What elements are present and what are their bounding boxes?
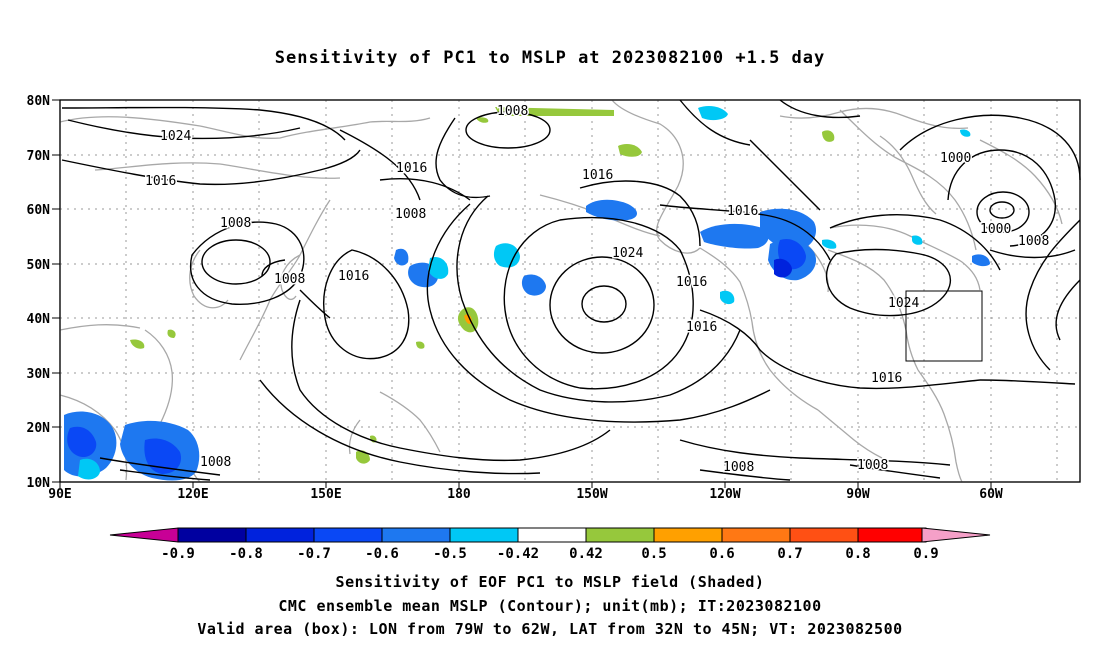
longitude-axis: 90E 120E 150E 180 150W 120W 90W 60W <box>48 487 1003 502</box>
contour-label: 1008 <box>497 104 528 119</box>
contour-label: 1008 <box>220 216 251 231</box>
shade-negative-patch <box>822 239 837 249</box>
shade-positive-patch <box>822 130 835 142</box>
contour-label: 1008 <box>1018 234 1049 249</box>
contour-label: 1016 <box>396 161 427 176</box>
lat-label: 50N <box>27 258 51 273</box>
colorbar-low-cap <box>109 527 179 543</box>
contour-label: 1016 <box>871 371 902 386</box>
lon-label: 60W <box>979 487 1003 502</box>
lon-label: 90E <box>48 487 71 502</box>
colorbar-cell <box>245 527 315 543</box>
colorbar-label: -0.9 <box>161 546 195 562</box>
shade-positive-patch <box>476 117 489 123</box>
contour-label: 1016 <box>727 204 758 219</box>
colorbar-label: 0.8 <box>845 546 870 562</box>
colorbar: -0.9 -0.8 -0.7 -0.6 -0.5 -0.42 0.42 0.5 0.6 0.7 0.… <box>109 527 991 562</box>
shade-negative-patch <box>698 106 728 121</box>
caption-valid-area: Valid area (box): LON from 79W to 62W, L… <box>197 620 903 638</box>
contour-label: 1016 <box>676 275 707 290</box>
chart-title: Sensitivity of PC1 to MSLP at 2023082100… <box>274 48 826 68</box>
colorbar-label: -0.8 <box>229 546 263 562</box>
contour-label: 1024 <box>612 246 643 261</box>
shade-negative-patch <box>760 208 817 251</box>
mslp-contours <box>61 99 1081 481</box>
contour-label: 1008 <box>274 272 305 287</box>
lat-label: 70N <box>27 149 51 164</box>
colorbar-label: 0.42 <box>569 546 603 562</box>
shade-negative-patch <box>972 254 990 267</box>
colorbar-label: -0.6 <box>365 546 399 562</box>
shade-negative-patch <box>78 458 100 480</box>
contour-label: 1016 <box>582 168 613 183</box>
colorbar-cell <box>585 527 655 543</box>
colorbar-cell <box>653 527 723 543</box>
contour-label: 1024 <box>888 296 919 311</box>
contour-labels: 1008 1024 1016 1008 1016 1008 1008 1016 … <box>144 103 1051 477</box>
lat-label: 20N <box>27 421 51 436</box>
colorbar-high-cap <box>921 527 991 543</box>
colorbar-label: -0.7 <box>297 546 331 562</box>
contour-label: 1008 <box>200 455 231 470</box>
shade-negative-patch <box>586 199 637 221</box>
shade-negative-patch <box>394 248 409 266</box>
contour-label: 1008 <box>857 458 888 473</box>
shaded-sensitivity <box>64 106 990 481</box>
colorbar-label: 0.5 <box>641 546 666 562</box>
contour-label: 1000 <box>980 222 1011 237</box>
contour-label: 1024 <box>160 129 191 144</box>
shade-negative-patch <box>144 438 182 474</box>
shade-negative-patch <box>720 290 735 305</box>
caption-shaded: Sensitivity of EOF PC1 to MSLP field (Sh… <box>335 573 765 591</box>
contour-label: 1016 <box>338 269 369 284</box>
lat-label: 10N <box>27 476 51 491</box>
lon-label: 120E <box>177 487 208 502</box>
colorbar-cell <box>517 527 587 543</box>
colorbar-cell <box>857 527 927 543</box>
lon-label: 120W <box>709 487 740 502</box>
shade-negative-patch <box>67 426 97 458</box>
colorbar-cell <box>381 527 451 543</box>
shade-positive-patch <box>416 341 425 349</box>
valid-area-box <box>905 290 983 362</box>
colorbar-label: 0.6 <box>709 546 734 562</box>
shade-negative-patch <box>428 256 449 279</box>
shade-negative-patch <box>493 243 520 268</box>
lon-label: 180 <box>447 487 471 502</box>
contour-label: 1008 <box>723 460 754 475</box>
caption-contour: CMC ensemble mean MSLP (Contour); unit(m… <box>278 597 822 615</box>
contour-label: 1016 <box>686 320 717 335</box>
colorbar-cell <box>449 527 519 543</box>
lat-label: 60N <box>27 203 51 218</box>
shade-positive-patch <box>464 314 472 324</box>
lon-label: 150W <box>576 487 607 502</box>
contour-label: 1016 <box>145 174 176 189</box>
colorbar-cell <box>313 527 383 543</box>
latitude-axis: 80N 70N 60N 50N 40N 30N 20N 10N <box>27 94 51 491</box>
lat-label: 40N <box>27 312 51 327</box>
lat-label: 80N <box>27 94 51 109</box>
colorbar-cell <box>721 527 791 543</box>
shade-negative-patch <box>774 258 792 278</box>
shade-positive-patch <box>618 144 642 157</box>
colorbar-label: -0.42 <box>497 546 539 562</box>
colorbar-label: 0.9 <box>913 546 938 562</box>
colorbar-label: 0.7 <box>777 546 802 562</box>
shade-positive-patch <box>130 339 145 349</box>
contour-label: 1008 <box>395 207 426 222</box>
lon-label: 90W <box>846 487 870 502</box>
lat-label: 30N <box>27 367 51 382</box>
shade-negative-patch <box>960 129 971 137</box>
colorbar-cell <box>177 527 247 543</box>
shade-negative-patch <box>912 235 923 245</box>
colorbar-label: -0.5 <box>433 546 467 562</box>
shade-negative-patch <box>700 223 769 249</box>
contour-label: 1000 <box>940 151 971 166</box>
lon-label: 150E <box>310 487 341 502</box>
colorbar-cell <box>789 527 859 543</box>
shade-negative-patch <box>521 274 546 296</box>
shade-positive-patch <box>167 329 176 338</box>
